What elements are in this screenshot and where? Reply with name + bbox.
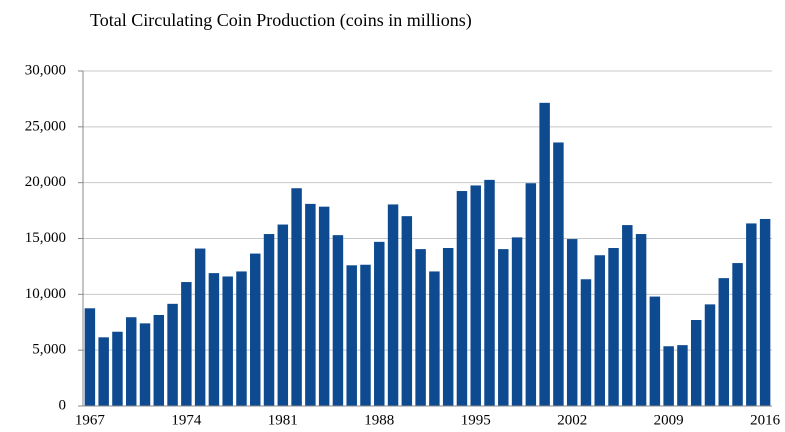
bar [746, 223, 757, 406]
bar [167, 303, 178, 406]
bar [387, 204, 399, 406]
bar [539, 102, 550, 406]
chart-title: Total Circulating Coin Production (coins… [90, 10, 472, 31]
x-tick-label: 1995 [461, 412, 491, 428]
bar [525, 183, 537, 406]
bar [98, 337, 109, 406]
y-tick-label: 0 [59, 397, 67, 413]
y-tick-label: 5,000 [32, 342, 66, 358]
bar [318, 206, 330, 406]
bar [649, 296, 661, 406]
bar [84, 308, 96, 406]
bar [332, 235, 344, 406]
bar [484, 179, 495, 406]
bar [553, 142, 564, 406]
y-tick-label: 30,000 [25, 62, 66, 78]
bar [139, 323, 151, 406]
bar [222, 276, 233, 406]
bar [360, 264, 371, 406]
bar [594, 255, 605, 406]
x-tick-label: 2009 [654, 412, 684, 428]
bar [456, 191, 468, 406]
bar [442, 247, 454, 406]
bar [718, 278, 730, 406]
y-tick-label: 15,000 [25, 230, 66, 246]
bar [153, 314, 165, 406]
bar [236, 271, 247, 406]
bar [208, 273, 220, 406]
bar [511, 237, 523, 406]
x-tick-label: 1974 [171, 412, 202, 428]
x-tick-label: 1988 [364, 412, 394, 428]
x-tick-label: 2002 [557, 412, 587, 428]
bar [250, 253, 261, 406]
bar [401, 216, 413, 406]
bar [263, 234, 275, 406]
bar [566, 239, 578, 406]
y-tick-label: 25,000 [25, 118, 66, 134]
bar [635, 234, 647, 406]
bar [112, 331, 123, 406]
bar [277, 224, 289, 406]
bar [622, 225, 633, 406]
bar [291, 188, 302, 406]
x-tick-label: 2016 [750, 412, 781, 428]
bar [704, 304, 716, 406]
bar [663, 346, 674, 406]
bar [429, 271, 440, 406]
bar [732, 263, 743, 406]
x-tick-label: 1981 [268, 412, 298, 428]
bar [374, 241, 385, 406]
y-tick-label: 10,000 [25, 286, 66, 302]
x-tick-label: 1967 [75, 412, 106, 428]
bar [677, 345, 688, 406]
bar [690, 320, 702, 406]
bar [415, 249, 426, 406]
bar [580, 279, 592, 406]
bar [194, 248, 206, 406]
y-tick-label: 20,000 [25, 174, 66, 190]
bar [181, 282, 192, 406]
bar [125, 317, 137, 406]
bar [498, 249, 509, 406]
bar [305, 203, 316, 406]
bar [470, 185, 481, 406]
bar [608, 247, 619, 406]
bar [759, 218, 771, 406]
bar [346, 265, 357, 406]
